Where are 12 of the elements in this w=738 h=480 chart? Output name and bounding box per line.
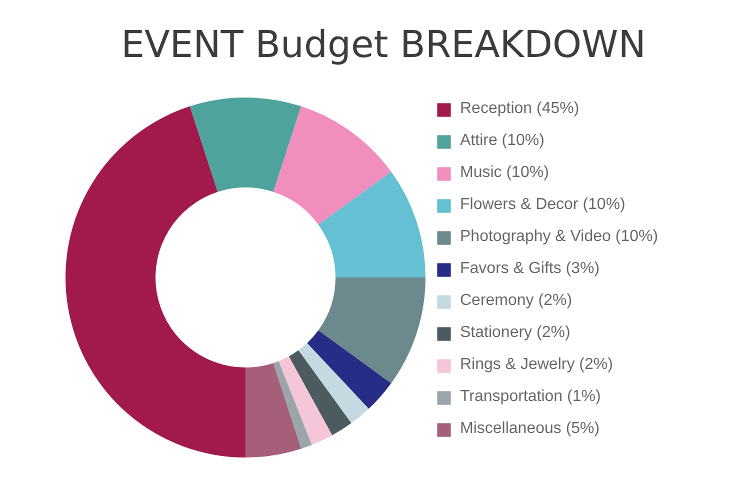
legend-label: Flowers & Decor (10%) <box>460 196 626 214</box>
legend-label: Ceremony (2%) <box>460 292 572 310</box>
legend-label: Transportation (1%) <box>460 388 601 406</box>
legend-label: Reception (45%) <box>460 100 580 118</box>
legend-label: Rings & Jewelry (2%) <box>460 356 613 374</box>
legend-label: Photography & Video (10%) <box>460 228 658 246</box>
legend-label: Attire (10%) <box>460 132 544 150</box>
chart-title: EVENT Budget BREAKDOWN <box>121 23 646 66</box>
legend-label: Music (10%) <box>460 164 549 182</box>
legend-label: Stationery (2%) <box>460 324 570 342</box>
legend-label: Favors & Gifts (3%) <box>460 260 600 278</box>
legend-label: Miscellaneous (5%) <box>460 420 600 438</box>
